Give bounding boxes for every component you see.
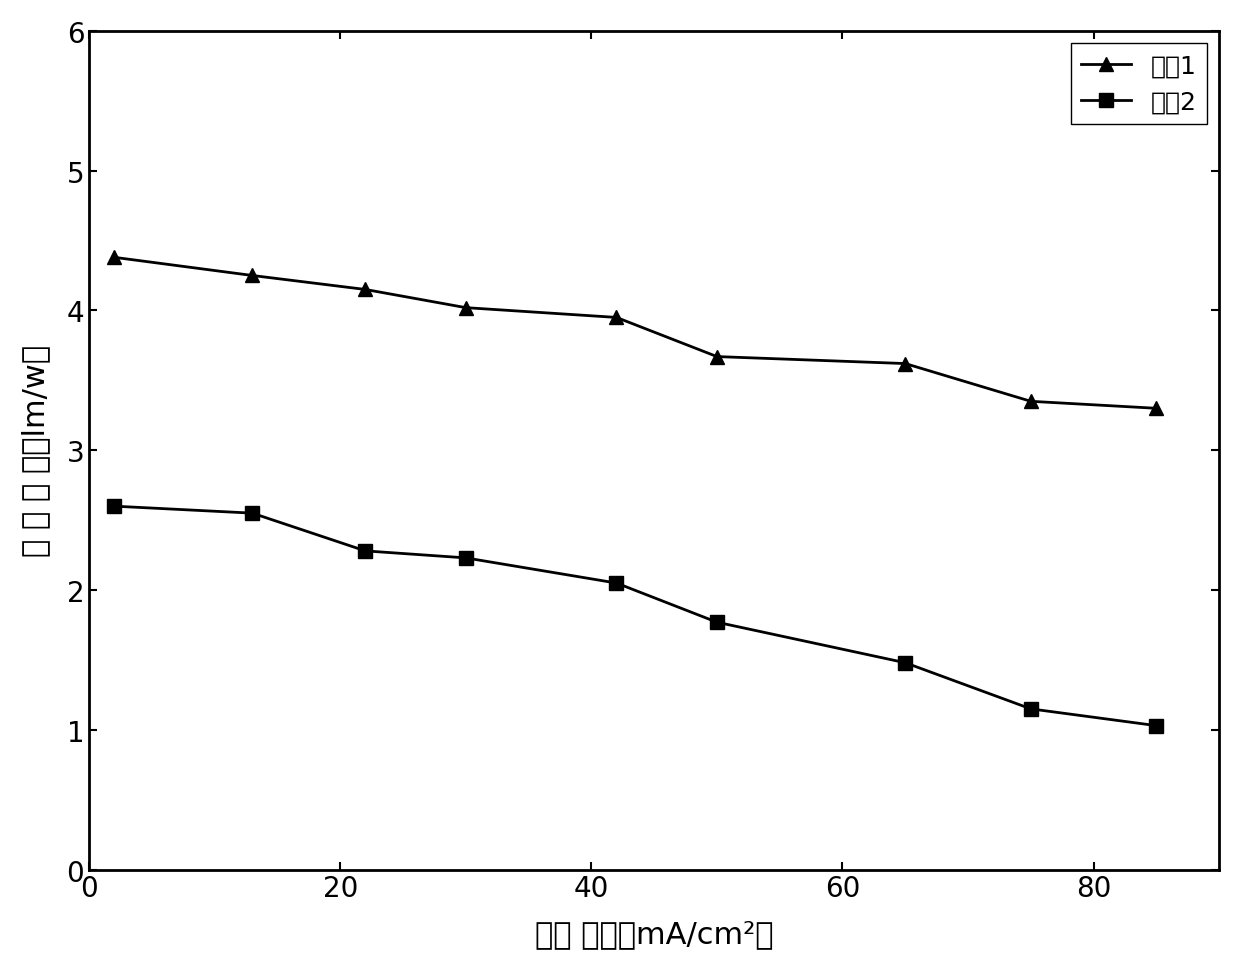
Line: 曲线1: 曲线1 (108, 251, 1163, 416)
曲线1 (246, 270, 260, 282)
曲线1 (107, 252, 122, 264)
曲线1 (609, 312, 624, 324)
Y-axis label: 流 明 效 率（lm/w）: 流 明 效 率（lm/w） (21, 345, 50, 557)
X-axis label: 电流 密度（mA/cm²）: 电流 密度（mA/cm²） (534, 920, 774, 949)
曲线1 (898, 359, 913, 370)
曲线2 (898, 657, 913, 669)
曲线2 (107, 501, 122, 513)
曲线2 (1023, 703, 1038, 715)
曲线2 (709, 616, 724, 628)
曲线2 (1149, 720, 1164, 732)
曲线1 (1023, 396, 1038, 408)
曲线2 (609, 578, 624, 589)
曲线1 (1149, 403, 1164, 415)
曲线2 (246, 508, 260, 519)
Line: 曲线2: 曲线2 (108, 500, 1163, 733)
曲线1 (459, 302, 474, 314)
曲线1 (358, 284, 373, 296)
Legend: 曲线1, 曲线2: 曲线1, 曲线2 (1070, 45, 1207, 125)
曲线1 (709, 352, 724, 363)
曲线2 (358, 546, 373, 557)
曲线2 (459, 552, 474, 564)
